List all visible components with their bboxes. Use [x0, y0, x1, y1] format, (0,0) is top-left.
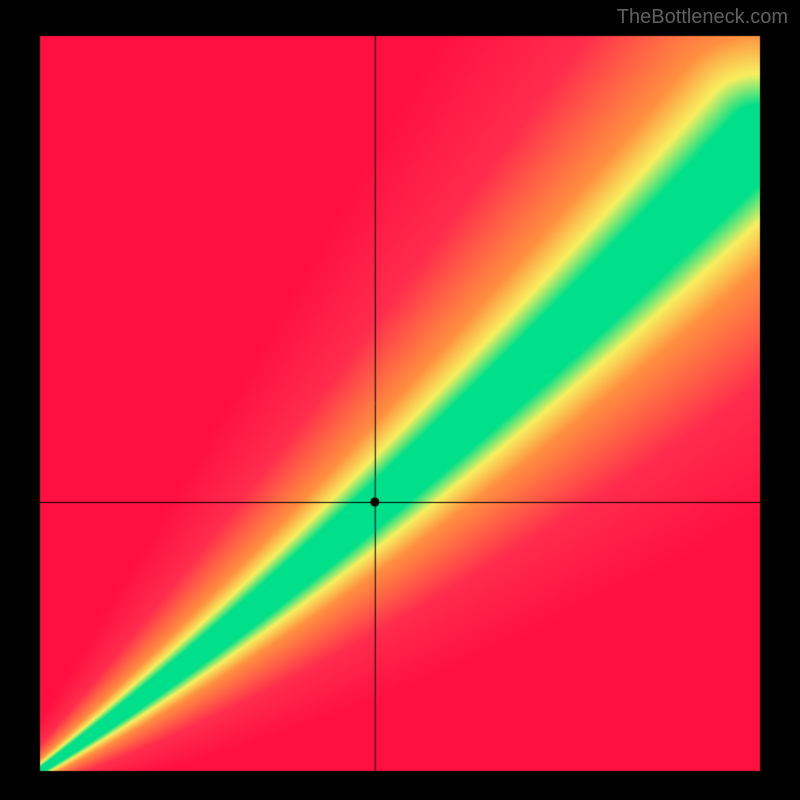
bottleneck-heatmap: [0, 0, 800, 800]
chart-container: TheBottleneck.com: [0, 0, 800, 800]
watermark-text: TheBottleneck.com: [617, 6, 788, 29]
